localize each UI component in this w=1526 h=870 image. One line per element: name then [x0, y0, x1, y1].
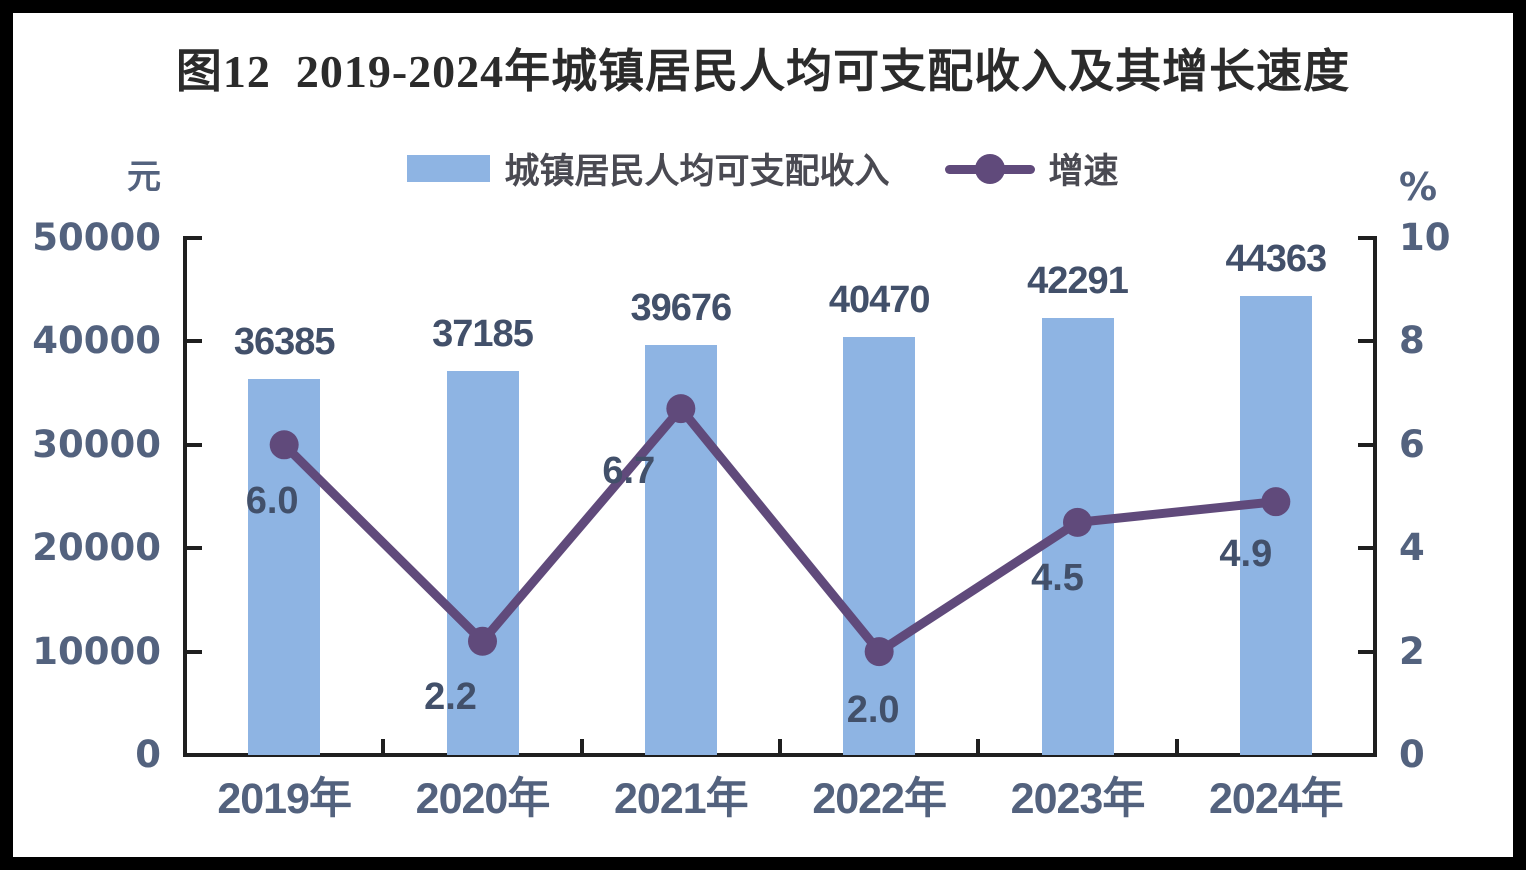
right-axis-tick-label: 2	[1399, 629, 1425, 673]
legend-label-growth: 增速	[1048, 152, 1119, 191]
growth-line-marker	[666, 394, 696, 424]
bar-2022	[843, 336, 916, 755]
growth-line-marker	[468, 626, 497, 656]
x-axis-label-2024: 2024年	[1208, 775, 1344, 823]
bar-value-label: 40470	[828, 278, 931, 321]
left-axis-tick-label: 30000	[32, 422, 161, 466]
growth-line-marker	[1063, 507, 1092, 537]
left-axis-tick-mark	[187, 236, 202, 240]
x-axis-line	[183, 753, 1377, 757]
right-axis-tick-mark	[1358, 442, 1373, 447]
bar-value-label: 36385	[233, 320, 336, 363]
left-axis-tick-label: 50000	[32, 216, 161, 259]
right-axis-tick-label: 8	[1399, 319, 1425, 363]
left-axis-tick-label: 20000	[32, 526, 161, 570]
left-axis-tick-mark	[187, 546, 202, 551]
left-axis-tick-mark	[187, 339, 202, 344]
growth-line-svg	[269, 394, 1291, 667]
x-axis-label-2019: 2019年	[217, 775, 352, 823]
x-axis-label-2023: 2023年	[1010, 775, 1146, 823]
line-swatch-marker-icon	[974, 153, 1005, 184]
bar-2020	[446, 370, 519, 755]
growth-value-label: 4.5	[1031, 557, 1084, 600]
x-axis-tick-mark	[1174, 739, 1179, 753]
x-axis-tick-mark	[579, 739, 584, 753]
left-axis-tick-label: 40000	[32, 319, 161, 363]
right-axis-tick-label: 10	[1399, 216, 1451, 259]
plot-area: 36385 37185 39676 40470 42291 44363 6.0 2.2 6.7 2…	[183, 236, 1377, 757]
chart-canvas: 图12 2019-2024年城镇居民人均可支配收入及其增长速度 城镇居民人均可支…	[13, 13, 1513, 857]
right-axis-tick-mark	[1358, 339, 1373, 344]
right-axis-tick-mark	[1358, 236, 1373, 240]
left-axis-tick-label: 10000	[32, 629, 161, 673]
x-axis-label-2022: 2022年	[812, 775, 947, 823]
growth-line-marker	[1261, 487, 1291, 517]
bar-series-swatch	[407, 155, 491, 182]
right-axis-tick-mark	[1358, 649, 1373, 654]
growth-value-label: 6.0	[245, 479, 299, 522]
right-axis-tick-label: 0	[1399, 733, 1425, 776]
x-axis-tick-mark	[778, 739, 782, 753]
right-axis-tick-label: 4	[1399, 526, 1425, 570]
bar-value-label: 39676	[630, 286, 732, 329]
growth-line-marker	[269, 430, 299, 460]
x-axis-label-2020: 2020年	[415, 775, 551, 823]
left-axis-line	[183, 236, 187, 757]
chart-title: 图12 2019-2024年城镇居民人均可支配收入及其增长速度	[175, 46, 1351, 97]
growth-value-label: 2.0	[846, 688, 900, 731]
left-axis-tick-mark	[187, 753, 202, 757]
right-axis-tick-mark	[1358, 753, 1373, 757]
right-axis-tick-label: 6	[1399, 422, 1425, 466]
growth-line-marker	[864, 637, 894, 667]
growth-value-label: 2.2	[424, 676, 477, 719]
growth-line-path	[279, 404, 1281, 657]
legend-item-income: 城镇居民人均可支配收入	[407, 143, 890, 194]
bar-value-label: 37185	[432, 312, 534, 355]
right-axis-line	[1373, 236, 1377, 757]
line-series-swatch	[944, 153, 1035, 185]
right-axis-tick-mark	[1358, 546, 1373, 551]
bar-2024	[1239, 296, 1312, 755]
left-axis-tick-label: 0	[135, 733, 161, 776]
bar-value-label: 44363	[1225, 238, 1327, 281]
x-axis-label-2021: 2021年	[613, 775, 749, 823]
left-axis-tick-mark	[187, 649, 202, 654]
left-axis-tick-mark	[187, 442, 202, 447]
bar-value-label: 42291	[1027, 259, 1129, 302]
legend-item-growth: 增速	[944, 143, 1119, 194]
growth-value-label: 4.9	[1219, 532, 1273, 575]
growth-value-label: 6.7	[602, 449, 656, 492]
x-axis-tick-mark	[381, 739, 386, 753]
legend-label-income: 城镇居民人均可支配收入	[504, 152, 890, 191]
left-axis-unit: 元	[127, 157, 161, 197]
right-axis-unit: %	[1399, 165, 1438, 209]
x-axis-tick-mark	[976, 739, 981, 753]
legend: 城镇居民人均可支配收入 增速	[13, 143, 1513, 194]
